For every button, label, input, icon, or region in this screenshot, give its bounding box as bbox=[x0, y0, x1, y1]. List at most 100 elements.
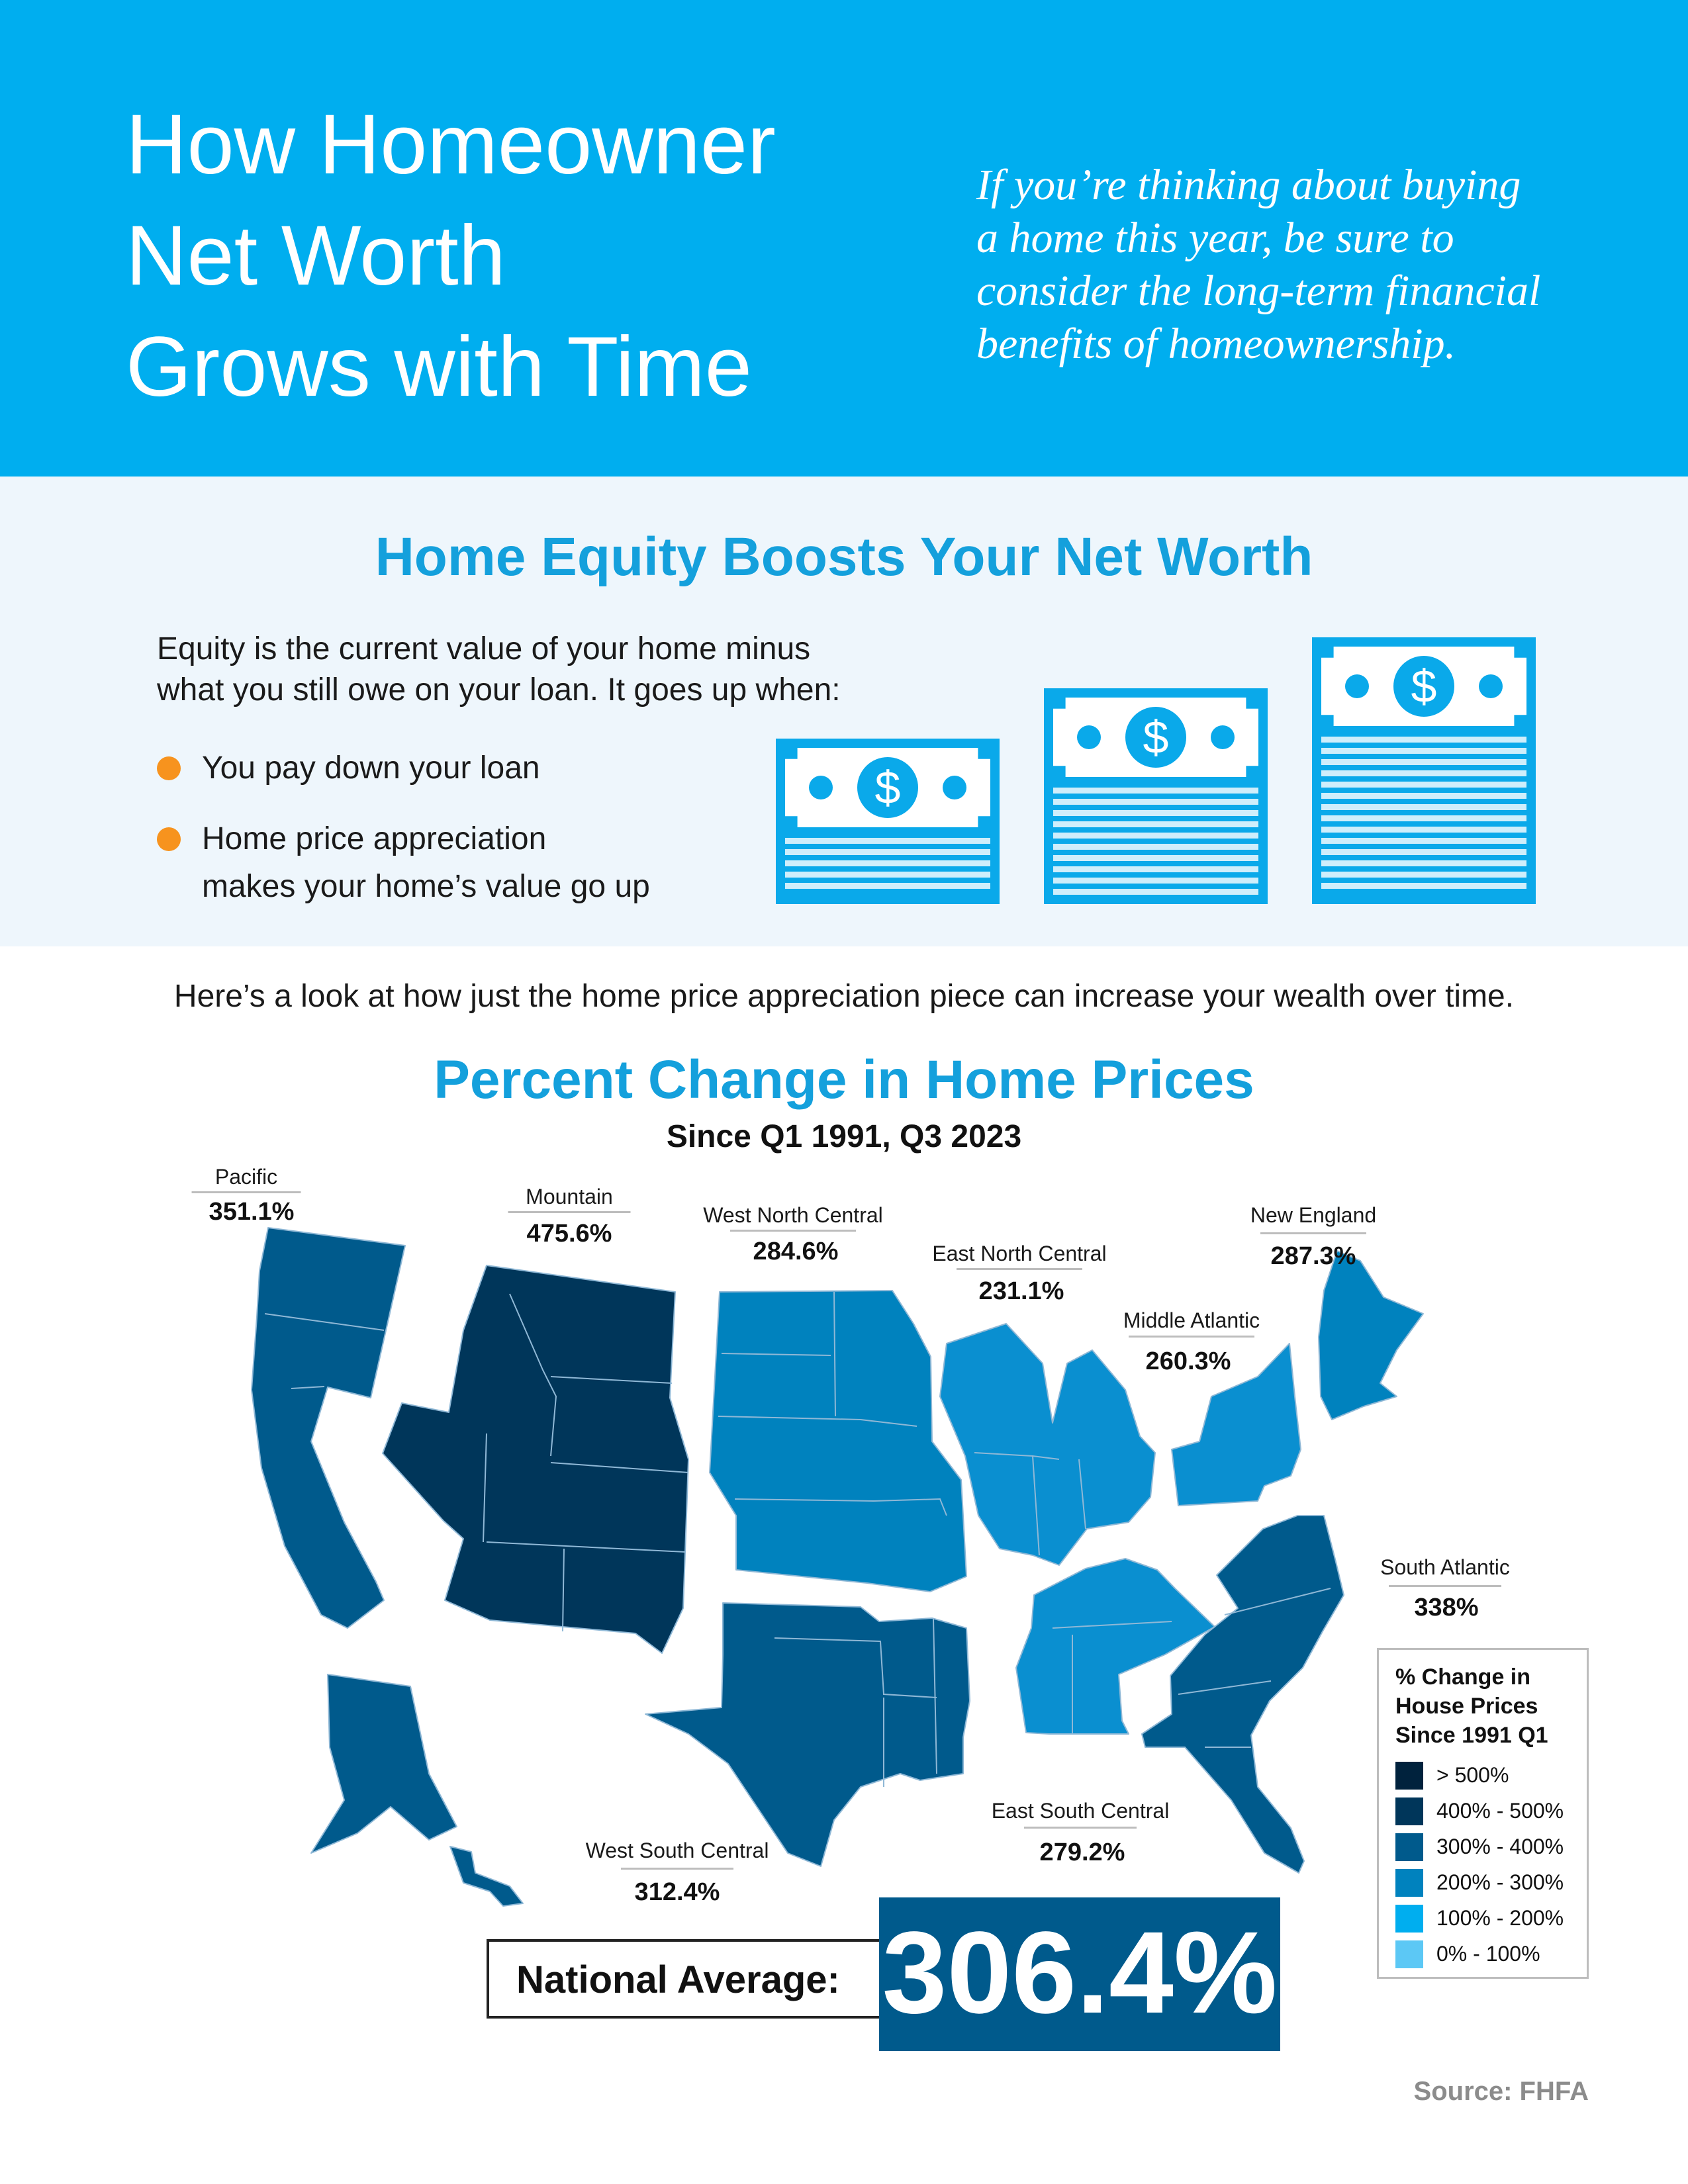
dollar-bill-stack-icon: $ bbox=[1312, 637, 1536, 904]
bill-stripe bbox=[1321, 883, 1526, 889]
bullet-dot bbox=[157, 756, 181, 780]
national-average-box bbox=[487, 1939, 884, 2019]
dollar-sign-icon: $ bbox=[1125, 707, 1186, 768]
legend-title-line: House Prices bbox=[1395, 1694, 1538, 1719]
region-value: 260.3% bbox=[1145, 1347, 1231, 1375]
bill-stripe bbox=[1321, 849, 1526, 855]
bill-stripe bbox=[1053, 889, 1258, 895]
map-region-west-north-central bbox=[709, 1290, 967, 1592]
tagline-line: If you’re thinking about buying bbox=[976, 161, 1521, 209]
bullet-text: makes your home’s value go up bbox=[202, 869, 650, 904]
legend-label: 100% - 200% bbox=[1436, 1906, 1564, 1930]
equity-intro-line: what you still owe on your loan. It goes… bbox=[157, 672, 841, 707]
bill-stripe bbox=[785, 849, 990, 855]
region-label: Pacific bbox=[214, 1165, 278, 1189]
bill-stripe bbox=[1321, 782, 1526, 788]
legend-swatch bbox=[1395, 1905, 1423, 1933]
region-underline bbox=[191, 1191, 301, 1193]
legend-title-line: % Change in bbox=[1395, 1664, 1531, 1690]
bill-stripe bbox=[1321, 759, 1526, 765]
region-underline bbox=[1260, 1232, 1366, 1234]
source-credit: Source: FHFA bbox=[1413, 2077, 1589, 2106]
bill-stripe bbox=[785, 860, 990, 866]
region-underline bbox=[508, 1211, 631, 1213]
bill-stripe bbox=[1053, 855, 1258, 861]
map-region-alaska bbox=[310, 1674, 457, 1854]
region-label: East South Central bbox=[991, 1799, 1170, 1823]
region-underline bbox=[621, 1868, 733, 1870]
equity-intro-line: Equity is the current value of your home… bbox=[157, 631, 811, 666]
region-label: East North Central bbox=[932, 1242, 1107, 1265]
map-region-middle-atlantic bbox=[1171, 1343, 1301, 1506]
bill-stripe bbox=[1321, 827, 1526, 833]
equity-title: Home Equity Boosts Your Net Worth bbox=[375, 527, 1313, 587]
tagline: If you’re thinking about buying a home t… bbox=[976, 159, 1638, 371]
bill-dot bbox=[943, 776, 967, 799]
bill-dot bbox=[1479, 674, 1503, 698]
dollar-bill-stack-icon: $ bbox=[776, 739, 1000, 904]
region-underline bbox=[1389, 1585, 1501, 1587]
map-subtitle: Since Q1 1991, Q3 2023 bbox=[666, 1119, 1022, 1154]
bill-stripe bbox=[1321, 737, 1526, 743]
legend-swatch bbox=[1395, 1940, 1423, 1968]
map-region-east-south-central bbox=[1015, 1558, 1215, 1735]
region-label: New England bbox=[1250, 1203, 1377, 1227]
bill-stripe bbox=[1053, 788, 1258, 794]
bullet-dot bbox=[157, 827, 181, 851]
bill-dot bbox=[1344, 674, 1369, 698]
region-value: 284.6% bbox=[753, 1238, 839, 1265]
lead-text: Here’s a look at how just the home price… bbox=[173, 979, 1515, 1014]
map-region-hawaii bbox=[449, 1846, 524, 1907]
legend-label: 400% - 500% bbox=[1436, 1799, 1564, 1823]
bill-stripe bbox=[1053, 833, 1258, 839]
region-label: West South Central bbox=[585, 1839, 769, 1862]
page-title-line: How Homeowner bbox=[126, 97, 776, 192]
map-region-pacific bbox=[251, 1227, 406, 1629]
bill-stripe bbox=[785, 838, 990, 844]
bill-stripe bbox=[1053, 866, 1258, 872]
map-region-south-atlantic bbox=[1141, 1515, 1344, 1874]
region-value: 231.1% bbox=[978, 1277, 1064, 1305]
bill-stripe bbox=[1321, 860, 1526, 866]
bill-stripe bbox=[1053, 878, 1258, 884]
region-label: West North Central bbox=[703, 1203, 883, 1227]
map-region-east-north-central bbox=[939, 1323, 1156, 1566]
page-title-line: Net Worth bbox=[126, 208, 506, 303]
map-title: Percent Change in Home Prices bbox=[434, 1050, 1254, 1110]
bill-stripe bbox=[1053, 821, 1258, 827]
legend-label: 0% - 100% bbox=[1436, 1942, 1540, 1966]
dollar-bill-stack-icon: $ bbox=[1044, 688, 1268, 904]
bullet-text: Home price appreciation bbox=[202, 821, 547, 856]
bill-stripe bbox=[1321, 748, 1526, 754]
bill-stripe bbox=[1321, 770, 1526, 776]
tagline-line: benefits of homeownership. bbox=[976, 320, 1456, 368]
region-value: 475.6% bbox=[526, 1220, 612, 1248]
national-average-value: 306.4% bbox=[882, 1908, 1278, 2038]
bill-stripe bbox=[1321, 793, 1526, 799]
region-label: South Atlantic bbox=[1380, 1555, 1510, 1579]
region-underline bbox=[730, 1230, 856, 1232]
legend-title: % Change in House Prices Since 1991 Q1 bbox=[1395, 1662, 1587, 1750]
bill-dot bbox=[808, 776, 833, 799]
legend-label: 300% - 400% bbox=[1436, 1835, 1564, 1858]
bill-dot bbox=[1076, 725, 1101, 749]
map-region-west-south-central bbox=[645, 1602, 970, 1867]
national-average-value-box bbox=[879, 1897, 1280, 2051]
region-value: 351.1% bbox=[209, 1198, 295, 1226]
page-title-line: Grows with Time bbox=[126, 320, 752, 414]
bill-stripe bbox=[785, 872, 990, 878]
national-average-label: National Average: bbox=[516, 1958, 840, 2001]
tagline-line: consider the long-term financial bbox=[976, 267, 1541, 315]
bill-stripe bbox=[785, 883, 990, 889]
region-value: 287.3% bbox=[1270, 1242, 1356, 1270]
region-label: Mountain bbox=[526, 1185, 613, 1208]
region-value: 312.4% bbox=[634, 1878, 720, 1906]
legend-swatch bbox=[1395, 1869, 1423, 1897]
tagline-line: a home this year, be sure to bbox=[976, 214, 1454, 262]
legend-swatch bbox=[1395, 1833, 1423, 1861]
bill-stripe bbox=[1321, 804, 1526, 810]
dollar-sign-icon: $ bbox=[857, 757, 918, 818]
bill-stripe bbox=[1053, 844, 1258, 850]
legend-label: > 500% bbox=[1436, 1763, 1509, 1787]
